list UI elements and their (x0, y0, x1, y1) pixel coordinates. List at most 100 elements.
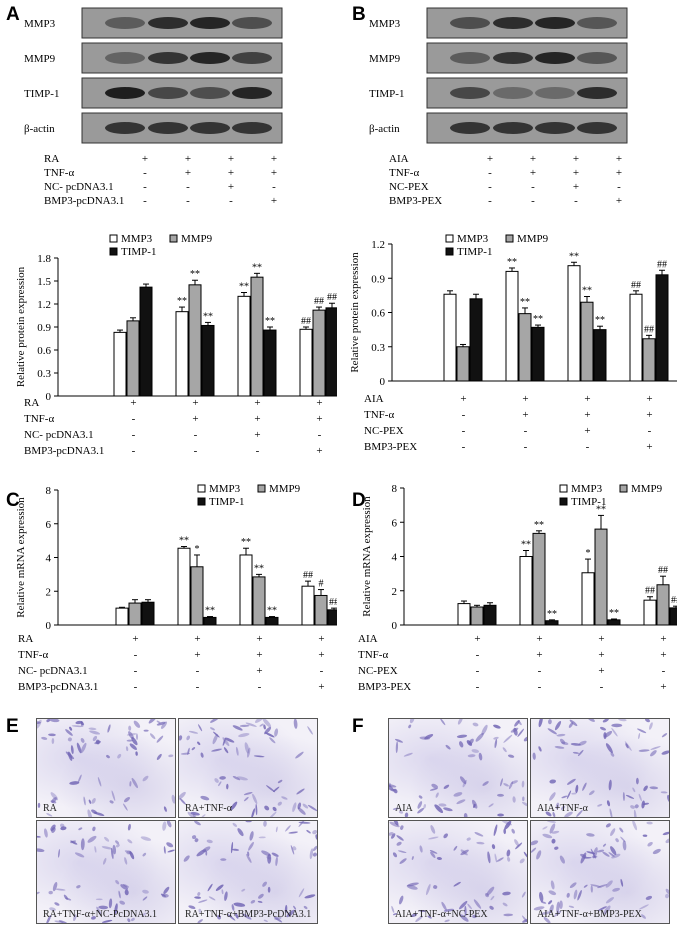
blot-band (105, 87, 145, 99)
blot-protein-label: TIMP-1 (24, 88, 59, 100)
y-tick-label: 0.6 (371, 308, 385, 320)
significance-mark: * (586, 548, 591, 559)
legend-swatch (109, 234, 118, 243)
blot-band (148, 17, 188, 29)
condition-sign: + (584, 393, 590, 405)
y-tick-label: 0.9 (371, 273, 385, 285)
legend-swatch (559, 497, 568, 506)
blot-band (493, 52, 533, 64)
condition-sign: - (476, 681, 480, 693)
blot-band (493, 87, 533, 99)
condition-sign: + (616, 167, 622, 179)
condition-sign: - (538, 681, 542, 693)
bar-timp-1 (655, 274, 669, 382)
condition-sign: - (186, 181, 190, 193)
condition-sign: + (573, 153, 579, 165)
significance-mark: ** (582, 286, 592, 297)
legend-swatch (257, 484, 266, 493)
blot-protein-label: MMP3 (24, 18, 56, 30)
blot-band (577, 52, 617, 64)
condition-sign: + (130, 397, 136, 409)
condition-sign: + (646, 393, 652, 405)
micrograph-label: RA+TNF-α+BMP3-PcDNA3.1 (185, 909, 312, 920)
significance-mark: ** (241, 537, 251, 548)
condition-sign: - (476, 665, 480, 677)
blot-band (190, 52, 230, 64)
condition-sign: + (256, 633, 262, 645)
bar-mmp9 (642, 338, 656, 382)
blot-band (105, 52, 145, 64)
bar-mmp3 (581, 572, 595, 626)
y-tick-label: 2 (46, 586, 52, 598)
condition-sign: - (143, 195, 147, 207)
bar-mmp3 (301, 585, 315, 626)
micrograph-f-4: AIA+TNF-α+BMP3-PEX (530, 820, 670, 924)
condition-sign: + (192, 397, 198, 409)
significance-mark: ** (205, 606, 215, 617)
legend-label: MMP3 (457, 233, 489, 245)
bar-mmp9 (252, 576, 266, 626)
y-tick-label: 0.3 (371, 342, 385, 354)
condition-sign: + (271, 153, 277, 165)
micrograph-label: RA+TNF-α (185, 803, 232, 814)
bar-mmp3 (457, 603, 471, 626)
significance-mark: ## (645, 586, 655, 597)
legend-label: TIMP-1 (121, 246, 156, 258)
blot-band (105, 122, 145, 134)
condition-sign: + (536, 649, 542, 661)
condition-sign: - (600, 681, 604, 693)
bar-mmp9 (456, 346, 470, 382)
significance-mark: ## (329, 597, 337, 608)
condition-sign: + (573, 167, 579, 179)
blot-band (535, 52, 575, 64)
significance-mark: ** (520, 297, 530, 308)
y-tick-label: 6 (392, 517, 398, 529)
condition-sign: + (660, 633, 666, 645)
micrograph-f-3: AIA+TNF-α+NC-PEX (388, 820, 528, 924)
condition-sign: + (584, 409, 590, 421)
blot-band (535, 87, 575, 99)
bar-chart-c: Relative mRNA expression02468***********… (15, 483, 337, 693)
condition-sign: - (132, 429, 136, 441)
condition-label: TNF-α (364, 409, 394, 421)
condition-sign: + (318, 633, 324, 645)
condition-sign: + (646, 409, 652, 421)
condition-sign: - (648, 425, 652, 437)
significance-mark: ## (631, 280, 641, 291)
condition-sign: + (616, 153, 622, 165)
condition-label: TNF-α (389, 167, 419, 179)
bar-mmp3 (629, 293, 643, 382)
condition-label: NC- pcDNA3.1 (18, 665, 88, 677)
y-tick-label: 2 (392, 586, 398, 598)
cell-texture (183, 821, 317, 923)
blot-protein-label: TIMP-1 (369, 88, 404, 100)
micrograph-f-2: AIA+TNF-α (530, 718, 670, 818)
condition-sign: - (318, 429, 322, 441)
condition-sign: - (488, 195, 492, 207)
condition-label: BMP3-PEX (358, 681, 411, 693)
cell-texture (37, 821, 175, 923)
micrograph-e-1: RA (36, 718, 176, 818)
condition-label: TNF-α (44, 167, 74, 179)
legend-swatch (109, 247, 118, 256)
micrograph-e-3: RA+TNF-α+NC-PcDNA3.1 (36, 820, 176, 924)
condition-sign: - (320, 665, 324, 677)
significance-mark: ** (533, 314, 543, 325)
cell-texture (37, 719, 175, 817)
y-tick-label: 0 (392, 620, 398, 632)
condition-sign: - (586, 441, 590, 453)
bar-timp-1 (263, 329, 277, 397)
bar-mmp3 (443, 293, 457, 382)
significance-mark: ** (507, 257, 517, 268)
condition-sign: + (487, 153, 493, 165)
condition-sign: + (185, 167, 191, 179)
blot-band (232, 122, 272, 134)
condition-sign: + (228, 181, 234, 193)
y-tick-label: 8 (46, 485, 52, 497)
condition-label: TNF-α (18, 649, 48, 661)
condition-sign: - (662, 665, 666, 677)
legend-label: MMP9 (181, 233, 213, 245)
bar-mmp9 (656, 584, 670, 626)
bar-mmp9 (190, 566, 204, 626)
micrograph-label: RA+TNF-α+NC-PcDNA3.1 (43, 909, 158, 920)
